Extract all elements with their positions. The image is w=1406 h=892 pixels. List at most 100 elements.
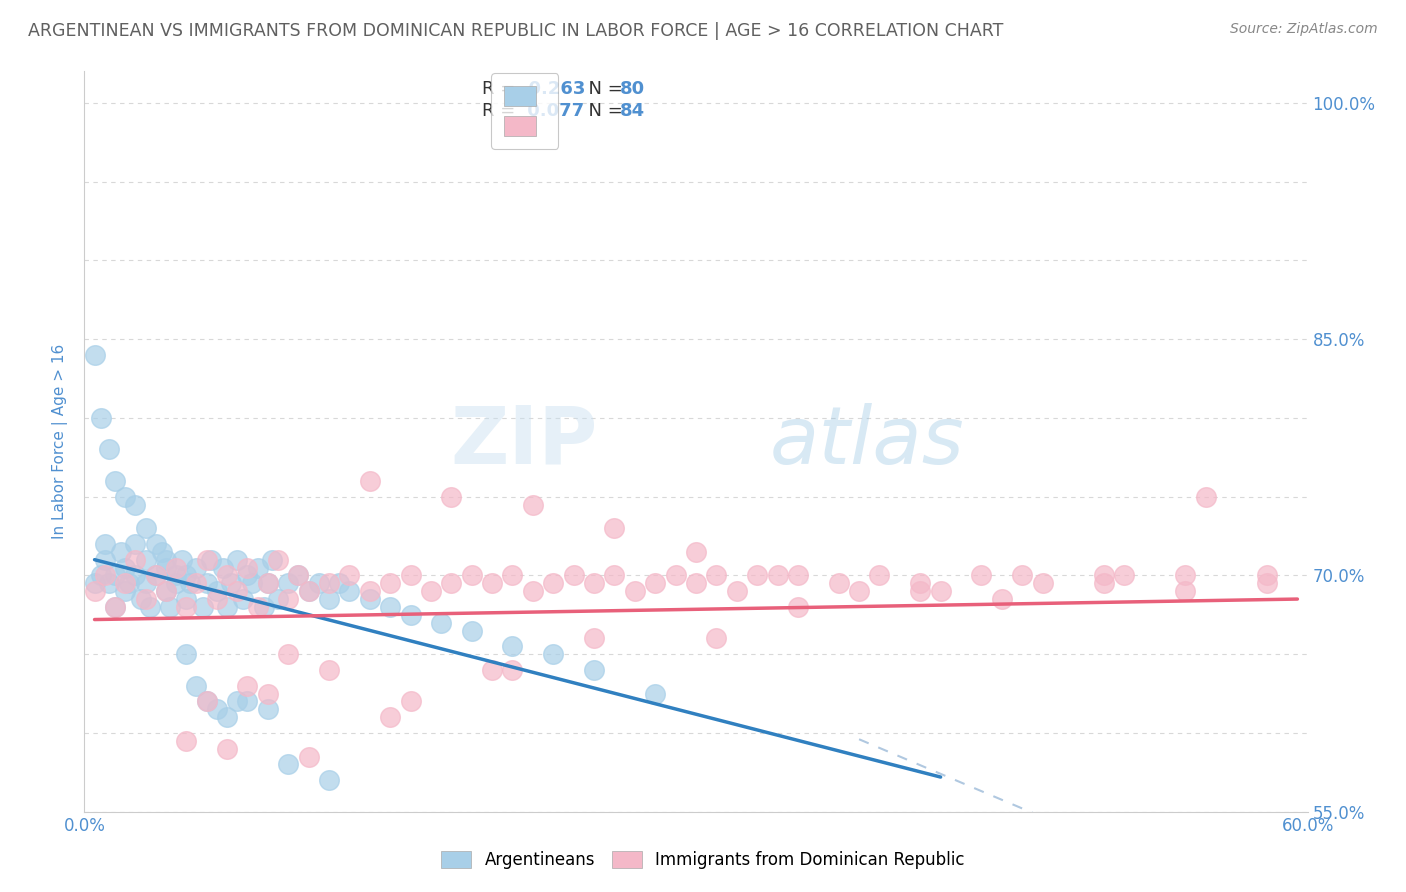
Point bbox=[318, 576, 340, 591]
Point bbox=[195, 576, 218, 591]
Point bbox=[910, 584, 932, 599]
Text: 84: 84 bbox=[620, 103, 645, 120]
Point bbox=[359, 592, 381, 607]
Point bbox=[212, 560, 235, 574]
Point bbox=[93, 537, 115, 551]
Point bbox=[219, 576, 242, 591]
Text: 80: 80 bbox=[620, 80, 645, 98]
Point bbox=[93, 552, 115, 566]
Text: Source: ZipAtlas.com: Source: ZipAtlas.com bbox=[1230, 22, 1378, 37]
Point bbox=[624, 584, 647, 599]
Text: 0.077: 0.077 bbox=[522, 103, 583, 120]
Point bbox=[135, 592, 157, 607]
Point bbox=[318, 592, 340, 607]
Point bbox=[90, 568, 112, 582]
Point bbox=[226, 694, 249, 708]
Point bbox=[246, 560, 269, 574]
Point bbox=[217, 741, 239, 756]
Point bbox=[522, 498, 544, 512]
Point bbox=[1256, 568, 1278, 582]
Point bbox=[583, 663, 606, 677]
Point bbox=[277, 592, 299, 607]
Legend: Argentineans, Immigrants from Dominican Republic: Argentineans, Immigrants from Dominican … bbox=[432, 841, 974, 880]
Point bbox=[298, 584, 321, 599]
Point bbox=[186, 560, 208, 574]
Point bbox=[226, 584, 249, 599]
Point bbox=[603, 568, 626, 582]
Point bbox=[1011, 568, 1033, 582]
Point bbox=[124, 552, 146, 566]
Point bbox=[138, 599, 160, 614]
Point bbox=[1114, 568, 1136, 582]
Point bbox=[118, 576, 141, 591]
Point bbox=[287, 568, 309, 582]
Point bbox=[1174, 584, 1197, 599]
Point bbox=[359, 474, 381, 488]
Point bbox=[267, 552, 290, 566]
Point bbox=[145, 537, 167, 551]
Point bbox=[257, 576, 280, 591]
Point bbox=[155, 552, 177, 566]
Point bbox=[253, 599, 276, 614]
Point bbox=[217, 710, 239, 724]
Point bbox=[502, 640, 524, 654]
Point bbox=[155, 584, 177, 599]
Point bbox=[257, 687, 280, 701]
Point bbox=[1195, 490, 1218, 504]
Point bbox=[399, 568, 422, 582]
Point bbox=[172, 552, 194, 566]
Point bbox=[114, 584, 136, 599]
Point bbox=[236, 679, 259, 693]
Point bbox=[145, 568, 167, 582]
Point bbox=[205, 584, 228, 599]
Point bbox=[114, 576, 136, 591]
Point bbox=[562, 568, 585, 582]
Text: atlas: atlas bbox=[769, 402, 965, 481]
Point bbox=[131, 592, 153, 607]
Point bbox=[124, 568, 146, 582]
Point bbox=[240, 576, 263, 591]
Point bbox=[104, 599, 127, 614]
Point bbox=[236, 694, 259, 708]
Point bbox=[114, 490, 136, 504]
Point bbox=[298, 584, 321, 599]
Point bbox=[232, 592, 254, 607]
Point bbox=[83, 576, 105, 591]
Point bbox=[97, 576, 120, 591]
Point bbox=[1092, 576, 1115, 591]
Point bbox=[1092, 568, 1115, 582]
Point bbox=[236, 568, 259, 582]
Text: R =: R = bbox=[482, 80, 520, 98]
Point bbox=[522, 584, 544, 599]
Point bbox=[186, 576, 208, 591]
Point bbox=[339, 568, 361, 582]
Point bbox=[155, 560, 177, 574]
Point bbox=[186, 679, 208, 693]
Point bbox=[124, 537, 146, 551]
Point bbox=[124, 498, 146, 512]
Point bbox=[725, 584, 748, 599]
Point bbox=[165, 568, 187, 582]
Point bbox=[848, 584, 870, 599]
Point bbox=[150, 545, 173, 559]
Point bbox=[430, 615, 453, 630]
Point bbox=[110, 545, 132, 559]
Legend: , : , bbox=[491, 73, 558, 149]
Point bbox=[287, 568, 309, 582]
Point bbox=[420, 584, 443, 599]
Point bbox=[399, 607, 422, 622]
Point bbox=[135, 521, 157, 535]
Point bbox=[440, 576, 463, 591]
Point bbox=[644, 576, 666, 591]
Point bbox=[195, 694, 218, 708]
Point bbox=[543, 576, 565, 591]
Point bbox=[359, 584, 381, 599]
Text: R =: R = bbox=[482, 103, 520, 120]
Point bbox=[260, 552, 283, 566]
Point bbox=[399, 694, 422, 708]
Point bbox=[267, 592, 290, 607]
Point bbox=[93, 568, 115, 582]
Point bbox=[318, 773, 340, 788]
Point bbox=[481, 663, 503, 677]
Point bbox=[603, 521, 626, 535]
